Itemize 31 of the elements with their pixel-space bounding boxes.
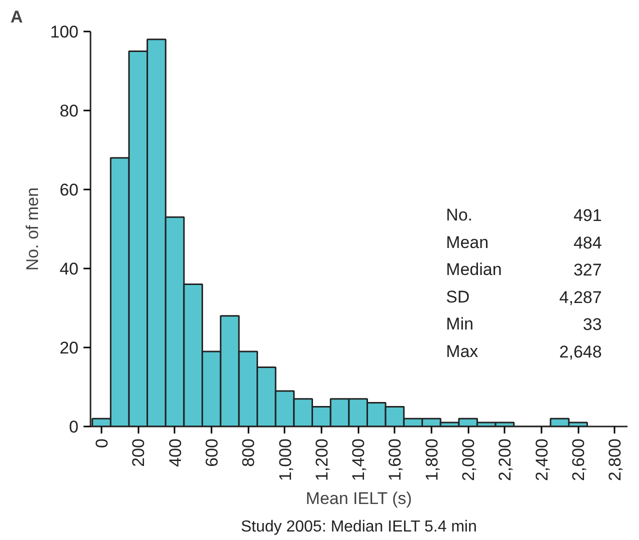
- x-tick-label: 1,600: [386, 438, 405, 482]
- text: No. 491: [446, 206, 602, 226]
- x-tick-label: 2,200: [496, 438, 515, 482]
- x-tick-label: 2,000: [459, 438, 478, 482]
- chart-title: A: [10, 8, 23, 26]
- y-tick-label: 40: [60, 260, 79, 278]
- text: Max 2,648: [446, 342, 602, 362]
- y-tick-label: 0: [69, 418, 79, 436]
- x-axis-title: Mean IELT (s): [306, 489, 412, 508]
- x-tick-label: 200: [129, 438, 148, 467]
- y-tick-label: 100: [50, 22, 79, 42]
- x-tick-label: 1,200: [312, 438, 332, 482]
- y-tick-label: 20: [60, 338, 79, 358]
- text: Study 2005: Median IELT 5.4 min: [240, 518, 477, 536]
- x-tick-label: 2,400: [532, 438, 552, 482]
- text: Median 327: [446, 260, 602, 280]
- text: SD 4,287: [446, 287, 602, 307]
- x-tick-label: 1,800: [422, 438, 442, 482]
- x-tick-label: 2,800: [606, 438, 625, 482]
- text: Mean 484: [446, 232, 602, 252]
- text: Min 33: [446, 314, 602, 334]
- x-tick-label: 800: [239, 438, 258, 467]
- y-tick-label: 80: [60, 102, 79, 120]
- x-tick-label: 600: [202, 438, 222, 467]
- x-tick-label: 2,600: [569, 438, 588, 482]
- y-axis-title: No. of men: [23, 187, 42, 271]
- x-tick-label: 0: [92, 438, 112, 448]
- x-tick-label: 400: [166, 438, 185, 467]
- x-tick-label: 1,400: [349, 438, 368, 482]
- y-tick-label: 60: [60, 180, 79, 200]
- x-tick-label: 1,000: [276, 438, 295, 482]
